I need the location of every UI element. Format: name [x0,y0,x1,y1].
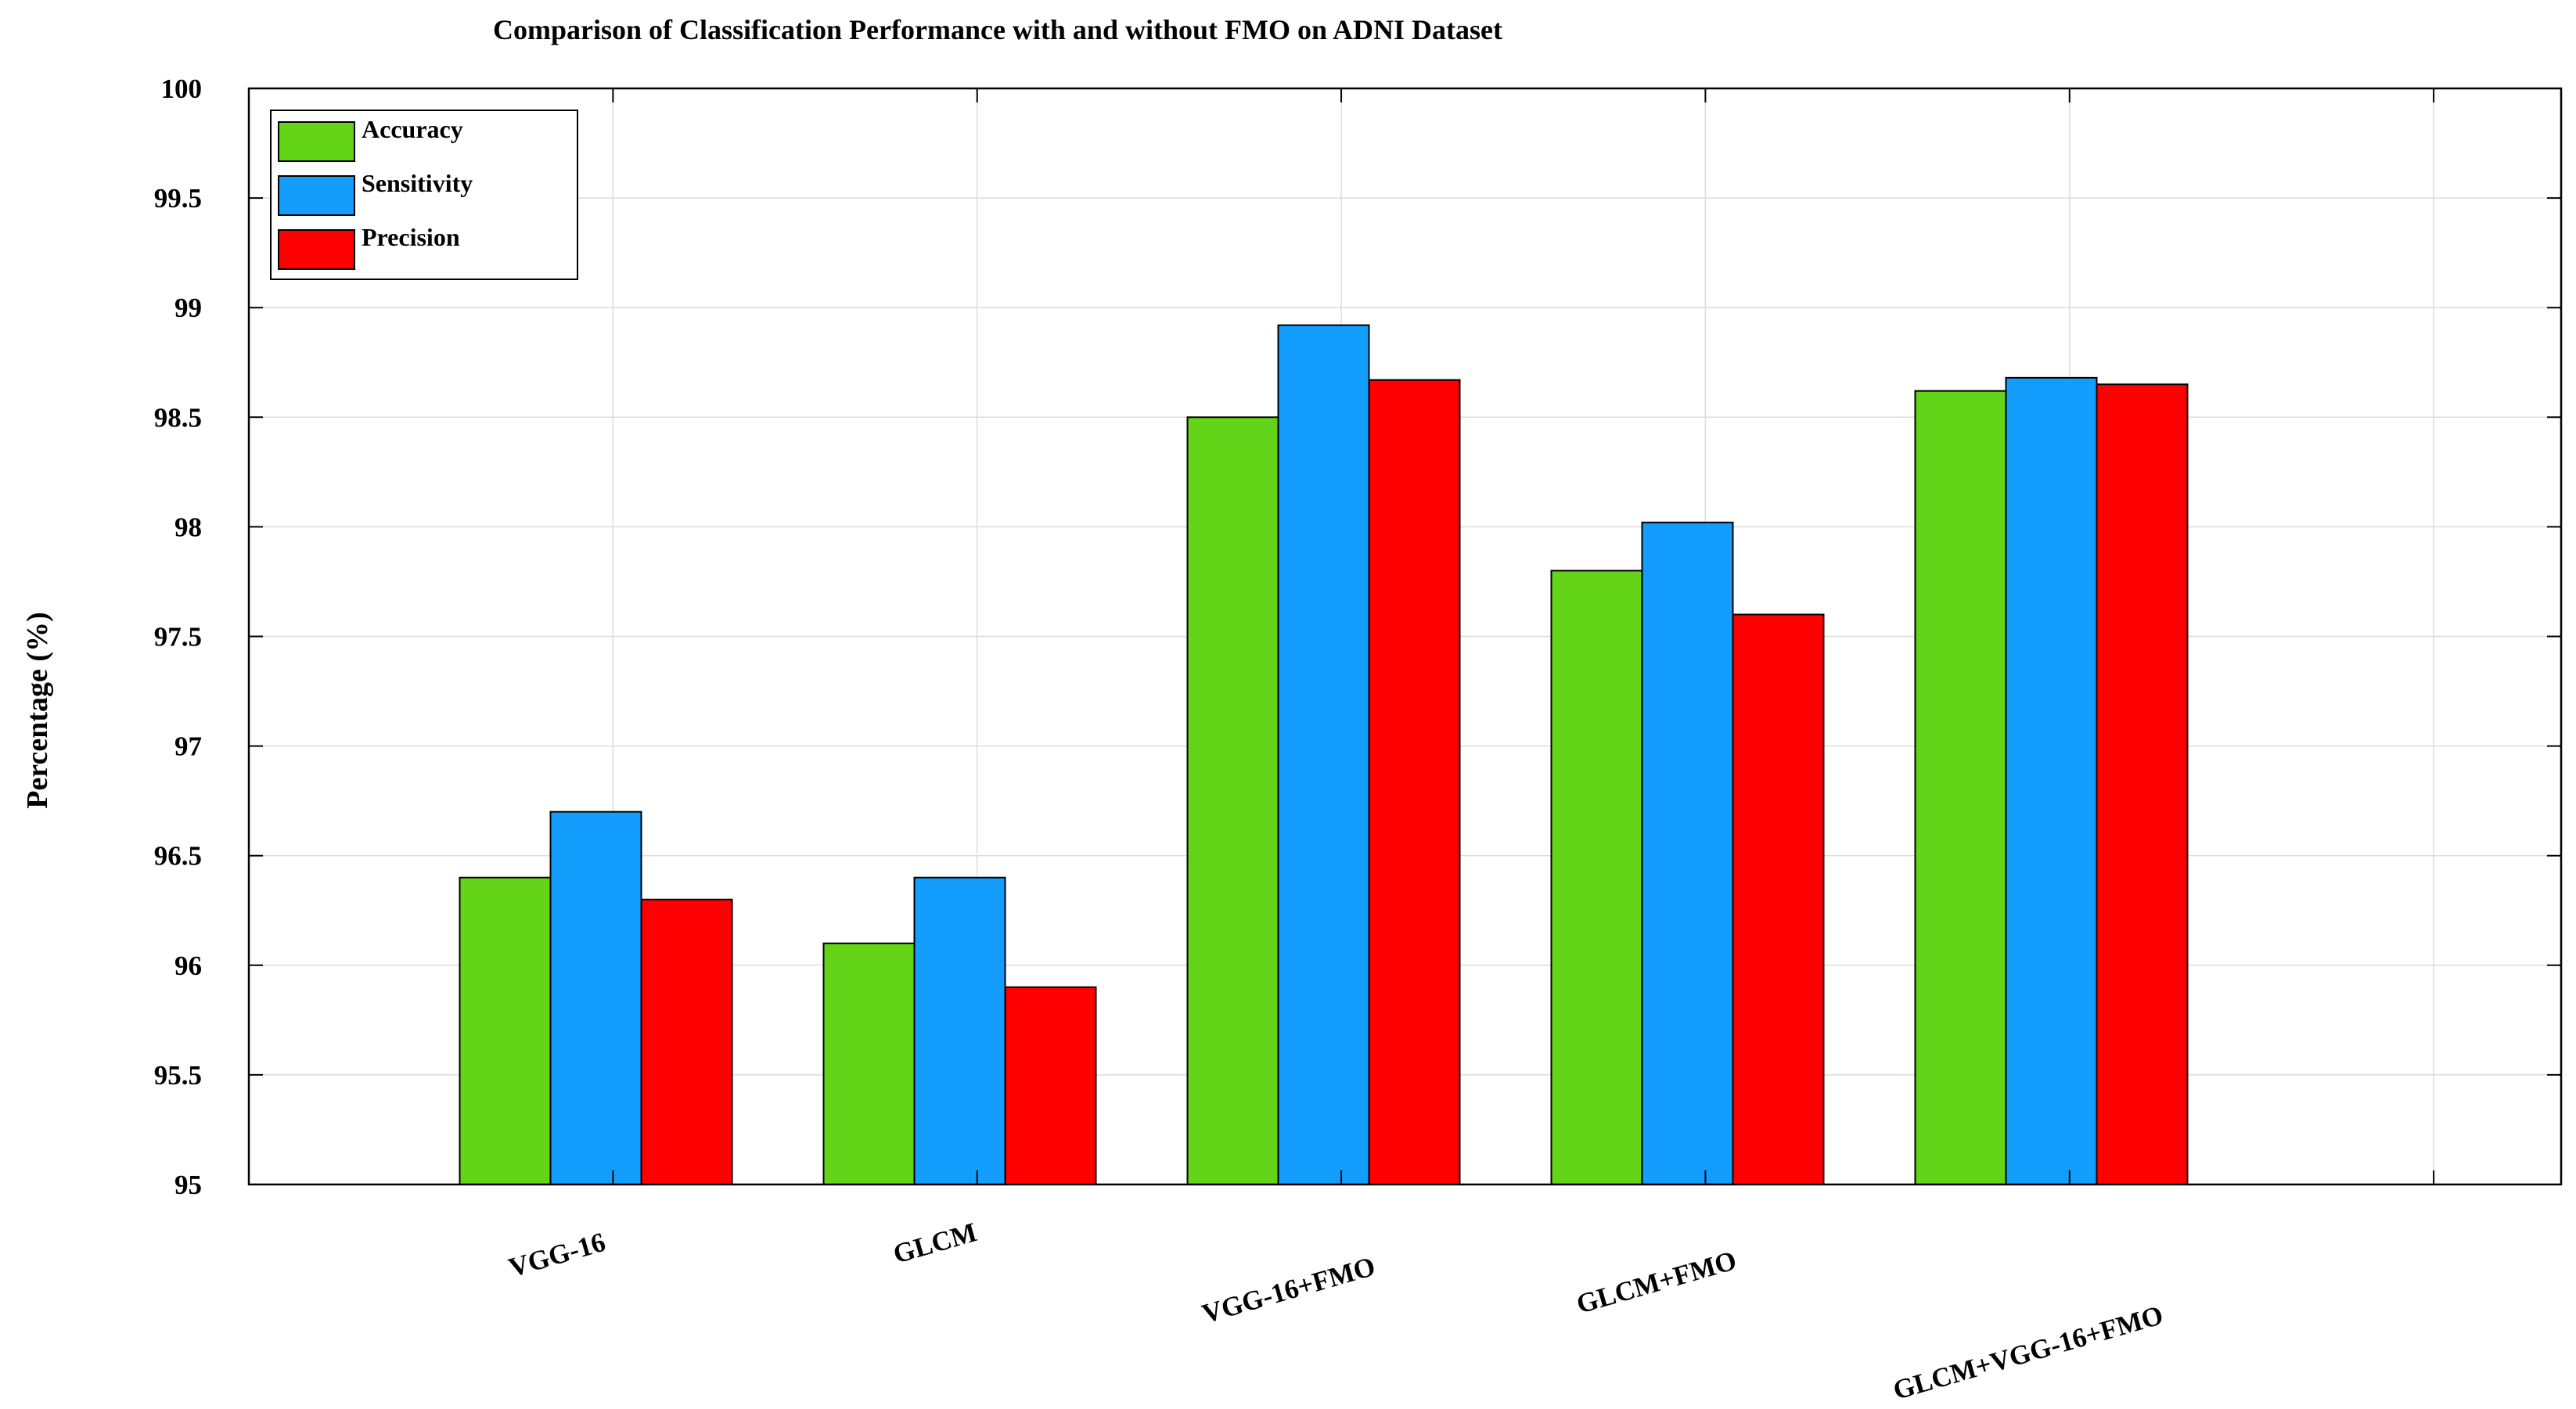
bar-accuracy-2 [822,942,916,1186]
bar-sensitivity-1 [549,811,642,1186]
y-tick-label: 95 [174,1170,202,1200]
y-tick-label: 96 [174,951,202,981]
legend-swatch-accuracy [278,121,355,162]
y-tick-label: 97 [174,731,202,762]
y-tick-label: 99 [174,293,202,323]
legend-label-accuracy: Accuracy [362,115,463,143]
legend: Accuracy Sensitivity Precision [270,110,578,280]
bar-accuracy-3 [1186,416,1279,1185]
bar-precision-5 [2096,383,2189,1185]
bar-accuracy-5 [1914,390,2007,1185]
y-tick-label: 99.5 [154,183,202,214]
bar-accuracy-1 [459,876,552,1185]
bar-sensitivity-2 [913,876,1006,1185]
bar-accuracy-4 [1550,570,1643,1185]
y-tick-label: 96.5 [154,841,202,872]
bars [459,324,2189,1186]
y-tick-label: 100 [161,74,203,104]
bar-precision-1 [640,898,733,1185]
bar-precision-3 [1368,379,1461,1185]
bar-sensitivity-5 [2005,376,2098,1185]
bar-precision-4 [1732,613,1825,1185]
legend-swatch-sensitivity [278,175,355,216]
chart-title: Comparison of Classification Performance… [493,14,1502,45]
bar-precision-2 [1004,986,1097,1185]
legend-label-sensitivity: Sensitivity [362,169,473,197]
legend-swatch-precision [278,229,355,270]
y-tick-label: 95.5 [154,1060,202,1091]
y-axis-label: Percentage (%) [21,612,54,808]
y-axis-ticks: 95 95.5 96 96.5 97 97.5 98 98.5 99 99.5 100 [154,74,2561,1200]
legend-label-precision: Precision [362,223,460,251]
bar-sensitivity-4 [1641,521,1734,1185]
y-tick-label: 98.5 [154,402,202,433]
bar-sensitivity-3 [1277,324,1370,1186]
y-tick-label: 98 [174,512,202,542]
y-tick-label: 97.5 [154,622,202,652]
